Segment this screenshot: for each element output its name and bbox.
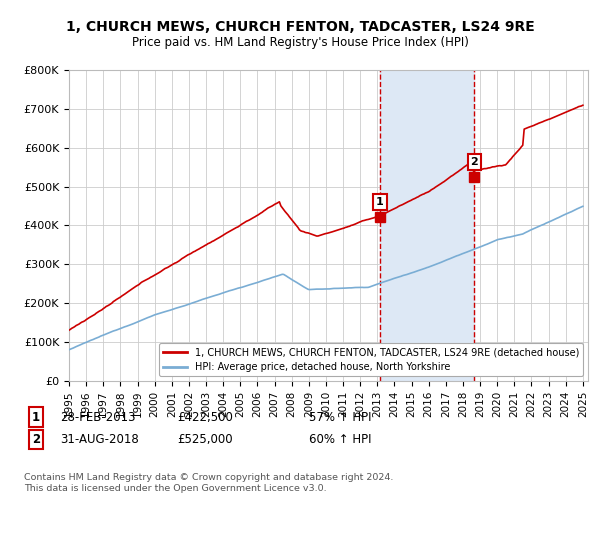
Text: 1, CHURCH MEWS, CHURCH FENTON, TADCASTER, LS24 9RE: 1, CHURCH MEWS, CHURCH FENTON, TADCASTER… (65, 20, 535, 34)
Text: 1: 1 (376, 197, 384, 207)
Text: 31-AUG-2018: 31-AUG-2018 (60, 433, 139, 446)
Text: 2: 2 (32, 433, 40, 446)
Legend: 1, CHURCH MEWS, CHURCH FENTON, TADCASTER, LS24 9RE (detached house), HPI: Averag: 1, CHURCH MEWS, CHURCH FENTON, TADCASTER… (159, 343, 583, 376)
Text: 57% ↑ HPI: 57% ↑ HPI (309, 410, 371, 424)
Text: 2: 2 (470, 157, 478, 167)
Text: Contains HM Land Registry data © Crown copyright and database right 2024.
This d: Contains HM Land Registry data © Crown c… (24, 473, 394, 493)
Text: 28-FEB-2013: 28-FEB-2013 (60, 410, 136, 424)
Text: £525,000: £525,000 (177, 433, 233, 446)
Text: 60% ↑ HPI: 60% ↑ HPI (309, 433, 371, 446)
Text: Price paid vs. HM Land Registry's House Price Index (HPI): Price paid vs. HM Land Registry's House … (131, 36, 469, 49)
Bar (380, 70, 475, 381)
Text: 1: 1 (32, 410, 40, 424)
Text: £422,500: £422,500 (177, 410, 233, 424)
